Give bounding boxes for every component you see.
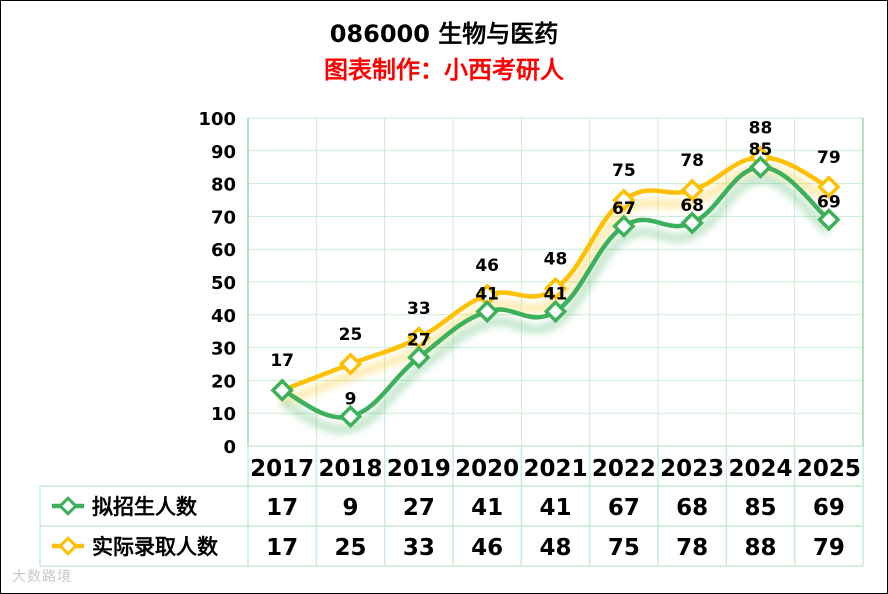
data-label: 27 [407, 330, 431, 350]
y-tick-label: 0 [223, 437, 236, 458]
table-cell: 68 [676, 495, 708, 521]
data-label: 68 [680, 196, 704, 216]
data-label: 46 [475, 256, 499, 276]
data-label: 17 [270, 351, 294, 371]
series-1-marker [475, 283, 499, 307]
x-tick-label: 2020 [455, 456, 519, 482]
table-cell: 9 [342, 495, 358, 521]
data-label: 88 [749, 118, 773, 138]
y-tick-label: 50 [211, 273, 236, 294]
x-tick-label: 2017 [250, 456, 314, 482]
y-tick-label: 100 [198, 109, 236, 130]
series-1-marker [680, 178, 704, 202]
series-line-1 [281, 155, 830, 393]
table-cell: 75 [608, 535, 640, 561]
table-cell: 33 [403, 535, 435, 561]
watermark: 大数路境 [12, 569, 72, 585]
series-1-marker [338, 352, 363, 376]
series-1-marker [407, 326, 431, 350]
chart-subtitle: 图表制作：小西考研人 [324, 56, 564, 84]
data-table: 2017 2018 2019 2020 2021 2022 2023 2024 2025 拟招生人… [39, 445, 864, 567]
data-label: 9 [345, 389, 357, 409]
series-0-marker [748, 155, 773, 179]
y-tick-label: 10 [211, 404, 236, 425]
legend-marker-0 [58, 496, 78, 516]
y-axis-ticks: 0 10 20 30 40 50 60 70 80 90 100 [198, 109, 236, 458]
series-0-marker [612, 214, 636, 238]
x-tick-label: 2019 [387, 456, 451, 482]
table-cell: 25 [334, 535, 366, 561]
table-cell: 67 [608, 495, 640, 521]
series-0-marker [475, 299, 499, 324]
legend-marker-1 [58, 536, 78, 556]
x-tick-label: 2018 [318, 456, 382, 482]
series-1-marker [543, 276, 568, 301]
table-cell: 79 [813, 535, 845, 561]
table-cell: 27 [403, 495, 435, 521]
y-tick-label: 90 [211, 142, 236, 163]
y-tick-label: 70 [211, 207, 236, 228]
table-cell: 17 [266, 535, 298, 561]
y-tick-label: 60 [211, 240, 236, 261]
series-0-marker [543, 299, 568, 324]
series-shadow-0 [280, 175, 832, 434]
data-label: 48 [544, 250, 568, 270]
data-label: 25 [339, 325, 363, 345]
series-0-marker [817, 208, 841, 232]
table-cell: 48 [539, 535, 571, 561]
data-label: 67 [612, 199, 636, 219]
table-cell: 85 [744, 495, 776, 521]
table-cell: 78 [676, 535, 708, 561]
x-tick-label: 2022 [592, 456, 656, 482]
y-tick-label: 20 [211, 371, 236, 392]
data-labels: 9 27 41 41 67 68 85 69 17 25 33 46 48 75 78 88 79 [270, 118, 840, 409]
table-cell: 41 [539, 495, 571, 521]
data-label: 33 [407, 299, 431, 319]
series-1-marker [612, 188, 636, 212]
chart-title: 086000 生物与医药 [329, 20, 559, 48]
y-tick-label: 40 [211, 306, 236, 327]
legend-label-1: 实际录取人数 [92, 535, 219, 559]
series-0-marker [270, 378, 294, 402]
series-1-marker [817, 175, 841, 199]
x-tick-label: 2021 [523, 456, 587, 482]
legend-label-0: 拟招生人数 [92, 495, 198, 519]
x-tick-label: 2023 [660, 456, 724, 482]
table-cell: 46 [471, 535, 503, 561]
table-cell: 69 [813, 495, 845, 521]
data-label: 69 [817, 193, 841, 213]
data-label: 78 [680, 151, 704, 171]
x-tick-label: 2024 [728, 456, 792, 482]
series-layer [270, 145, 841, 434]
series-0-marker [407, 345, 431, 370]
data-label: 79 [817, 148, 841, 168]
data-label: 41 [544, 285, 568, 305]
y-tick-label: 30 [211, 339, 236, 360]
x-tick-label: 2025 [797, 456, 861, 482]
data-label: 75 [612, 161, 636, 181]
data-label: 41 [475, 285, 499, 305]
y-tick-label: 80 [211, 175, 236, 196]
series-0-marker [338, 404, 363, 429]
data-label: 85 [749, 140, 773, 160]
table-cell: 41 [471, 495, 503, 521]
table-cell: 17 [266, 495, 298, 521]
series-0-marker [680, 211, 704, 235]
table-cell: 88 [744, 535, 776, 561]
